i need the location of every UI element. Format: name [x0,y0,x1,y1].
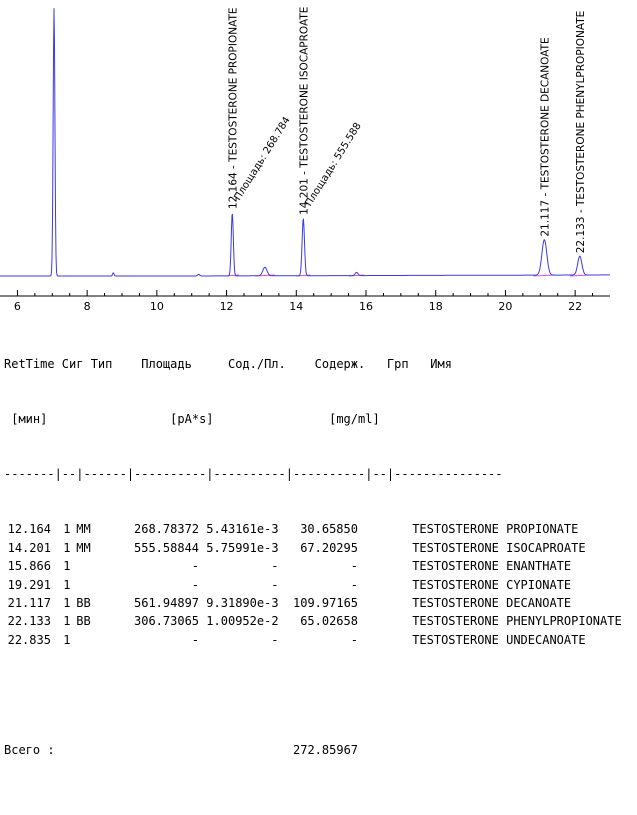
cell-amount: 30.65850 [300,522,358,537]
cell-ratio: - [271,577,279,592]
cell-amount: - [350,632,359,647]
cell-ratio: 9.31890e-3 [206,595,279,610]
cell-type: BB [76,614,91,629]
table-row: 19.291 1 - - - TESTOSTERONE CYPIONATE [4,576,637,594]
cell-sig: 1 [63,614,71,629]
x-tick-label: 12 [220,300,234,313]
x-tick-label: 20 [498,300,512,313]
peak-label: 14.201 - TESTOSTERONE ISOCAPROATE [298,7,310,215]
x-tick-label: 8 [84,300,91,313]
cell-area: - [191,577,200,592]
cell-type: MM [76,522,91,537]
cell-ret: 19.291 [7,577,51,592]
report-header-1: RetTime Сиг Тип Площадь Сод./Пл. Содерж.… [4,356,452,371]
cell-area: 268.78372 [134,522,200,537]
cell-area: - [191,632,200,647]
report-separator: -------|--|------|----------|----------|… [4,467,503,482]
cell-ret: 22.835 [7,632,51,647]
cell-sig: 1 [63,522,71,537]
cell-type: BB [76,595,91,610]
cell-area: 555.58844 [134,540,200,555]
peak-area-label: Площадь: 555.588 [304,121,364,208]
cell-ret: 14.201 [7,540,51,555]
peak-area-label: Площадь: 268.784 [233,115,293,202]
cell-name: TESTOSTERONE PHENYLPROPIONATE [412,614,622,629]
cell-amount: - [350,577,359,592]
x-tick-label: 16 [359,300,373,313]
cell-sig: 1 [63,540,71,555]
cell-amount: 67.20295 [300,540,358,555]
integration-baseline [533,274,556,277]
x-tick-label: 6 [14,300,21,313]
x-tick-label: 14 [289,300,303,313]
cell-amount: 65.02658 [300,614,358,629]
peak-label: 22.133 - TESTOSTERONE PHENYLPROPIONATE [575,11,587,254]
table-row: 15.866 1 - - - TESTOSTERONE ENANTHATE [4,557,637,575]
peak-label: 12.164 - TESTOSTERONE PROPIONATE [227,7,239,209]
cell-ret: 12.164 [7,522,51,537]
cell-name: TESTOSTERONE ISOCAPROATE [412,540,586,555]
cell-ret: 21.117 [7,595,51,610]
table-row: 22.835 1 - - - TESTOSTERONE UNDECANOATE [4,631,637,649]
cell-name: TESTOSTERONE UNDECANOATE [412,632,586,647]
integration-report: RetTime Сиг Тип Площадь Сод./Пл. Содерж.… [4,318,637,778]
cell-ratio: 5.43161e-3 [206,522,279,537]
cell-area: 306.73065 [134,614,200,629]
cell-amount: - [350,559,359,574]
total-value: 272.85967 [293,743,359,758]
cell-name: TESTOSTERONE ENANTHATE [412,559,572,574]
table-row: 12.164 1 MM 268.78372 5.43161e-3 30.65850 TEST… [4,520,637,538]
cell-type: MM [76,540,91,555]
x-tick-label: 10 [150,300,164,313]
report-blank [4,686,637,704]
cell-ret: 15.866 [7,559,51,574]
cell-ratio: 1.00952e-2 [206,614,279,629]
table-row: 21.117 1 BB 561.94897 9.31890e-3 109.97165 TES… [4,594,637,612]
cell-name: TESTOSTERONE DECANOATE [412,595,572,610]
report-total-row: Всего : 272.85967 [4,741,637,759]
cell-sig: 1 [63,577,71,592]
cell-name: TESTOSTERONE CYPIONATE [412,577,572,592]
table-row: 22.133 1 BB 306.73065 1.00952e-2 65.02658 TEST… [4,612,637,630]
cell-amount: 109.97165 [293,595,359,610]
cell-sig: 1 [63,632,71,647]
signal-trace [0,8,610,277]
total-label: Всего : [4,743,55,758]
chromatogram-chart: 6 8 10 12 14 16 18 20 22 12.164 - TESTOSTERONE P… [0,7,610,313]
peak-label: 21.117 - TESTOSTERONE DECANOATE [539,37,551,236]
cell-sig: 1 [63,595,71,610]
report-header-2: [мин] [pA*s] [mg/ml] [4,412,380,427]
cell-area: - [191,559,200,574]
cell-ratio: 5.75991e-3 [206,540,279,555]
table-row: 14.201 1 MM 555.58844 5.75991e-3 67.20295 TEST… [4,539,637,557]
cell-ratio: - [271,559,279,574]
cell-name: TESTOSTERONE PROPIONATE [412,522,579,537]
cell-ret: 22.133 [7,614,51,629]
cell-ratio: - [271,632,279,647]
cell-area: 561.94897 [134,595,200,610]
x-tick-label: 22 [568,300,582,313]
cell-sig: 1 [63,559,71,574]
x-tick-label: 18 [429,300,443,313]
